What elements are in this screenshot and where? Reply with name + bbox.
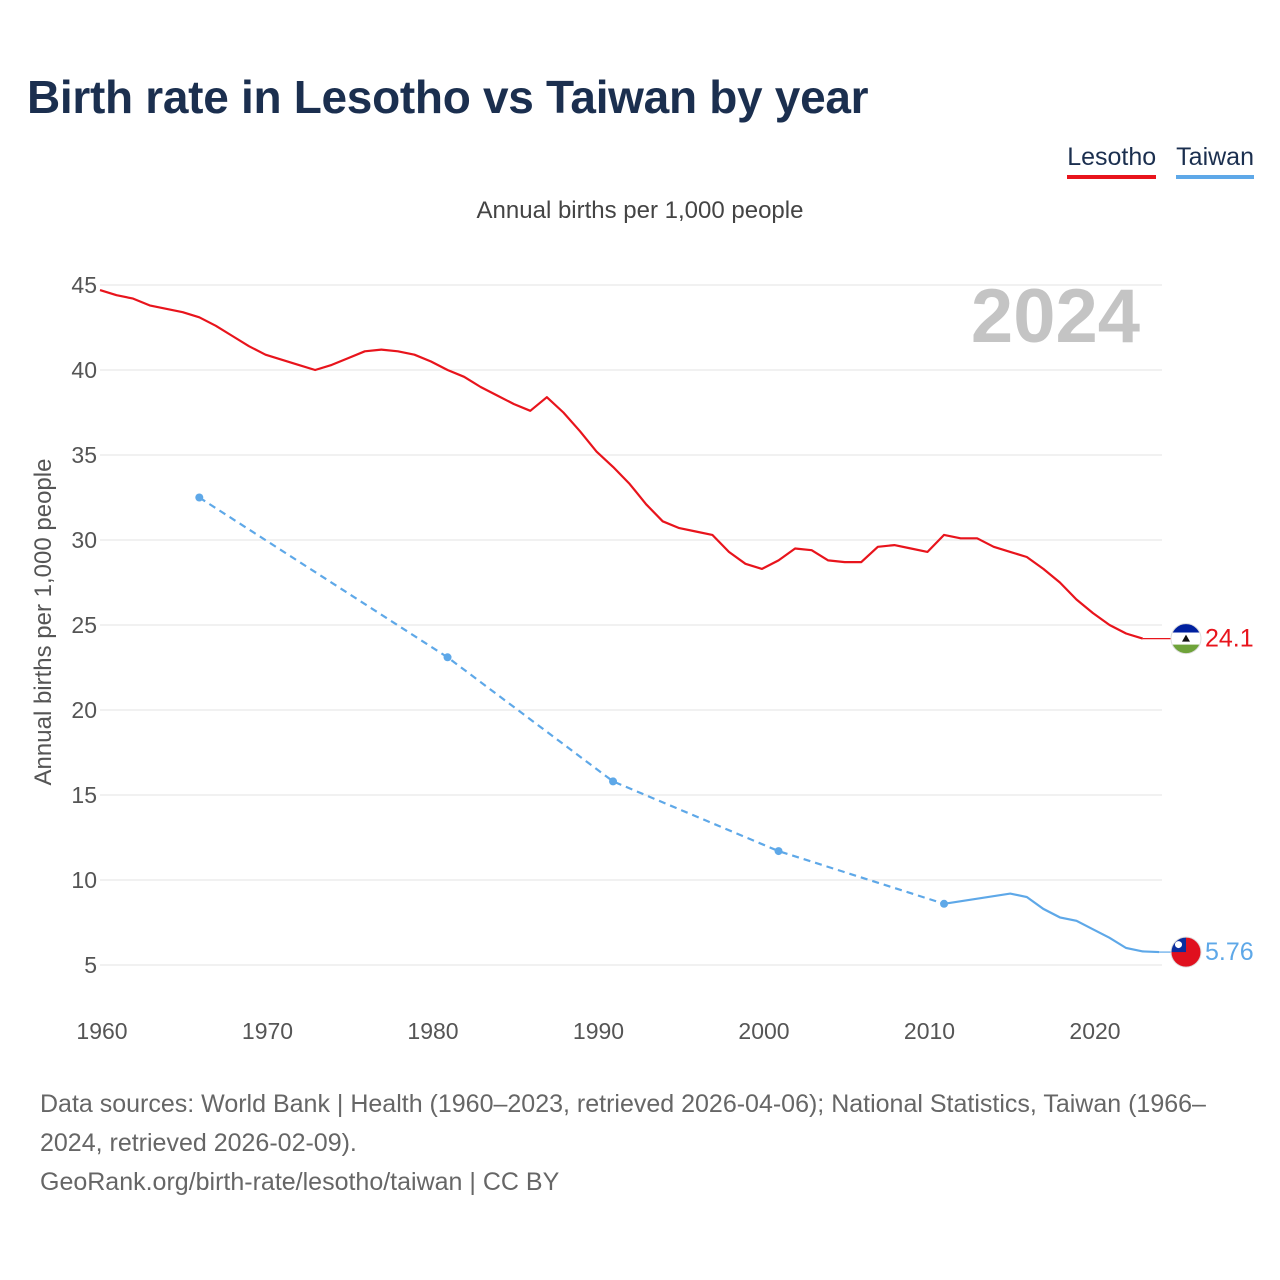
- taiwan-flag-icon: [1170, 936, 1202, 968]
- x-tick-label: 1960: [76, 1018, 127, 1044]
- y-tick-label: 15: [71, 782, 97, 808]
- series-line-taiwan-dashed: [198, 496, 945, 905]
- line-chart: 5 10 15 20 25 30 35 40 45 1960 1970 1980 1990 2000 20…: [30, 272, 1254, 1044]
- gridlines: [100, 284, 1162, 966]
- x-tick-label: 2020: [1069, 1018, 1120, 1044]
- y-axis-ticks: 5 10 15 20 25 30 35 40 45: [71, 272, 97, 978]
- chart-subtitle: Annual births per 1,000 people: [476, 197, 804, 224]
- y-tick-label: 45: [71, 272, 97, 298]
- legend-item-taiwan[interactable]: Taiwan: [1176, 143, 1254, 179]
- end-value-lesotho: 24.1: [1205, 625, 1254, 653]
- data-sources: Data sources: World Bank | Health (1960–…: [40, 1090, 1206, 1157]
- y-tick-label: 5: [84, 952, 97, 978]
- x-axis-ticks: 1960 1970 1980 1990 2000 2010 2020: [76, 1018, 1120, 1044]
- x-tick-label: 1980: [407, 1018, 458, 1044]
- end-value-taiwan: 5.76: [1205, 938, 1254, 966]
- x-tick-label: 2010: [904, 1018, 955, 1044]
- credit-link[interactable]: GeoRank.org/birth-rate/lesotho/taiwan | …: [40, 1168, 560, 1196]
- series-line-lesotho: [99, 289, 1143, 640]
- chart-title: Birth rate in Lesotho vs Taiwan by year: [27, 71, 869, 123]
- y-tick-label: 30: [71, 527, 97, 553]
- data-point-taiwan: [443, 653, 452, 662]
- y-tick-label: 35: [71, 442, 97, 468]
- x-tick-label: 2000: [738, 1018, 789, 1044]
- data-point-taiwan: [609, 777, 618, 786]
- series-lines: [99, 289, 1160, 954]
- x-tick-label: 1990: [573, 1018, 624, 1044]
- y-tick-label: 20: [71, 697, 97, 723]
- data-point-taiwan: [774, 847, 783, 856]
- series-line-taiwan: [943, 892, 1160, 954]
- y-tick-label: 10: [71, 867, 97, 893]
- y-tick-label: 40: [71, 357, 97, 383]
- series-markers: [195, 493, 949, 908]
- footer: Data sources: World Bank | Health (1960–…: [40, 1085, 1250, 1202]
- data-point-taiwan: [195, 493, 204, 502]
- series-end-labels: 24.1 5.76: [1142, 623, 1254, 968]
- data-point-taiwan: [940, 899, 949, 908]
- y-tick-label: 25: [71, 612, 97, 638]
- lesotho-flag-icon: [1170, 623, 1202, 655]
- y-axis-label: Annual births per 1,000 people: [30, 459, 57, 786]
- x-tick-label: 1970: [242, 1018, 293, 1044]
- legend: Lesotho Taiwan: [1067, 143, 1254, 179]
- current-year-label: 2024: [971, 274, 1140, 359]
- legend-item-lesotho[interactable]: Lesotho: [1067, 143, 1157, 179]
